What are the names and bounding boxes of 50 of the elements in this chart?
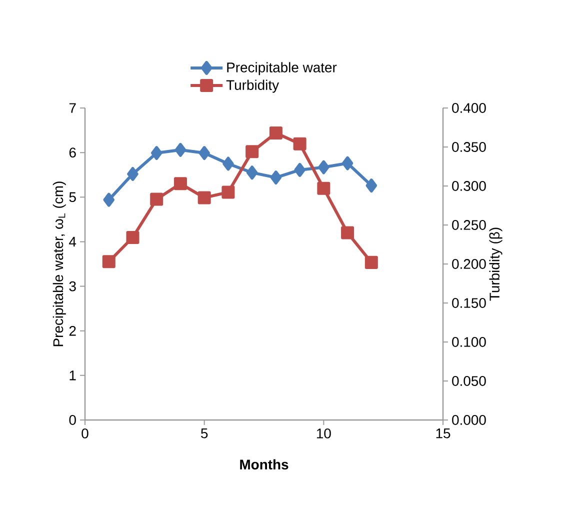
y2-axis-title: Turbidity (β) — [489, 228, 502, 301]
y-tick-label: 4 — [69, 236, 76, 247]
y2-tick-label: 0.250 — [452, 220, 486, 230]
point — [103, 192, 114, 207]
y2-tick-label: 0.100 — [452, 337, 486, 347]
y-axis-title: Precipitable water, ω$_{L}$ (cm) — [52, 182, 66, 346]
y2-tick-label: 0.150 — [452, 298, 486, 308]
point — [150, 146, 162, 160]
y2-tick-label: 0.300 — [452, 181, 486, 191]
legend-label: Turbidity — [226, 80, 280, 93]
point — [174, 142, 186, 157]
point — [293, 137, 306, 150]
x-tick-label: 5 — [201, 428, 208, 438]
point — [294, 162, 306, 177]
legend-label: Precipitable water — [227, 62, 337, 76]
x-tick-label: 0 — [82, 428, 88, 438]
y-tick-label: 6 — [69, 148, 76, 158]
y-tick-label: 3 — [69, 281, 76, 292]
y2-tick-label: 0.400 — [452, 103, 486, 113]
point — [102, 255, 116, 268]
x-tick-label: 10 — [316, 428, 331, 438]
point — [198, 191, 211, 204]
point — [269, 126, 282, 140]
point — [366, 178, 378, 193]
point — [270, 170, 282, 185]
point — [246, 145, 259, 158]
y-tick-label: 0 — [69, 415, 76, 425]
point — [341, 226, 354, 240]
y-tick-label: 7 — [69, 103, 76, 113]
point — [246, 166, 258, 180]
point — [174, 177, 187, 190]
point — [222, 186, 235, 199]
y2-tick-label: 0.000 — [452, 415, 486, 425]
point — [318, 160, 330, 174]
point — [150, 192, 164, 206]
y2-tick-label: 0.200 — [452, 259, 486, 269]
x-axis-title: Months — [240, 459, 288, 470]
point — [198, 146, 210, 160]
point — [317, 182, 330, 195]
y2-tick-label: 0.050 — [452, 376, 486, 386]
point — [364, 256, 378, 269]
point — [222, 156, 234, 171]
point — [126, 230, 140, 244]
y-tick-label: 5 — [69, 192, 76, 202]
x-tick-label: 15 — [436, 428, 450, 438]
y2-tick-label: 0.350 — [452, 142, 486, 152]
point — [127, 166, 138, 181]
y-tick-label: 1 — [70, 370, 76, 380]
y-tick-label: 2 — [69, 326, 76, 336]
point — [342, 156, 354, 170]
